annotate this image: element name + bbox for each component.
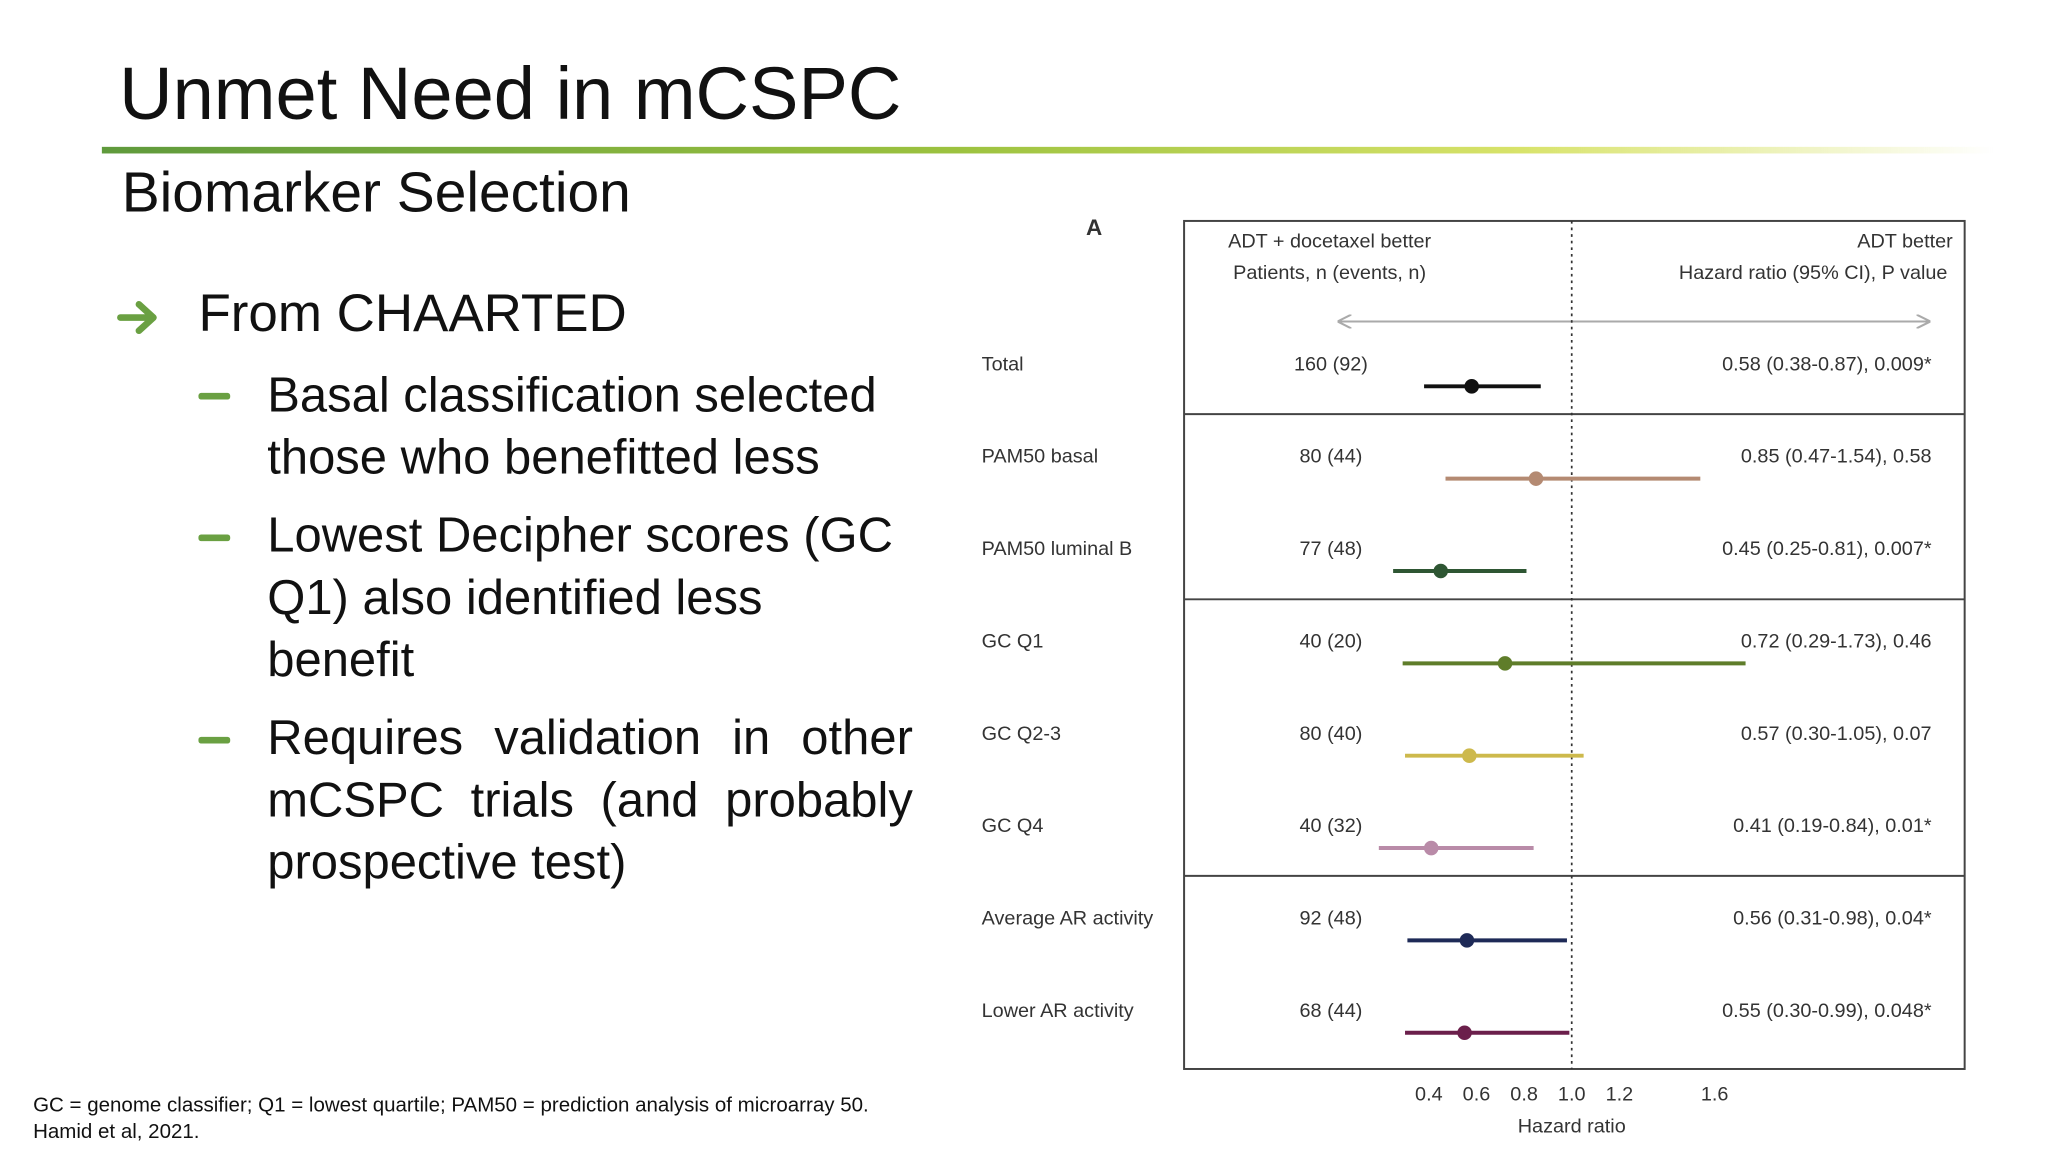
patient-count: 40 (32)	[1300, 815, 1363, 837]
dash-bullet	[198, 534, 231, 542]
arrow-bullet	[117, 300, 157, 335]
row-label: GC Q2-3	[982, 723, 1061, 745]
row-label: GC Q4	[982, 815, 1044, 837]
value-header: Hazard ratio (95% CI), P value	[1679, 262, 1948, 284]
plot-frame	[1183, 219, 1966, 1070]
slide-title: Unmet Need in mCSPC	[119, 51, 902, 135]
bullet-main: From CHAARTED	[198, 284, 627, 343]
count-header: Patients, n (events, n)	[1233, 262, 1426, 284]
value-label: 0.72 (0.29-1.73), 0.46	[1741, 630, 1932, 652]
bullet-item: Basal classification selected those who …	[267, 367, 877, 485]
hazard-ratio-point	[1457, 1025, 1472, 1041]
hazard-ratio-point	[1528, 471, 1544, 486]
patient-count: 77 (48)	[1300, 538, 1363, 560]
dash-bullet	[198, 736, 231, 744]
hazard-ratio-point	[1433, 563, 1449, 579]
footnote: Hamid et al, 2021.	[33, 1120, 200, 1144]
hazard-ratio-point	[1464, 379, 1479, 394]
value-label: 0.41 (0.19-0.84), 0.01*	[1733, 815, 1932, 837]
x-tick-label: 0.6	[1463, 1084, 1491, 1106]
patient-count: 40 (20)	[1300, 630, 1363, 652]
row-label: Average AR activity	[982, 907, 1154, 929]
patient-count: 160 (92)	[1294, 353, 1368, 375]
x-axis-title: Hazard ratio	[1518, 1115, 1626, 1137]
title-rule	[101, 146, 1994, 154]
row-label: Total	[982, 353, 1024, 375]
panel-label: A	[1086, 215, 1102, 240]
hazard-ratio-point	[1423, 840, 1439, 856]
right-header: ADT better	[1857, 230, 1953, 252]
left-header: ADT + docetaxel better	[1228, 230, 1431, 252]
value-label: 0.85 (0.47-1.54), 0.58	[1741, 446, 1932, 468]
bullet-item: Requires validation in other mCSPC trial…	[267, 710, 913, 890]
x-tick-label: 1.0	[1558, 1084, 1586, 1106]
x-tick-label: 0.4	[1415, 1084, 1443, 1106]
patient-count: 80 (44)	[1300, 446, 1363, 468]
x-tick-label: 1.6	[1701, 1084, 1729, 1106]
value-label: 0.56 (0.31-0.98), 0.04*	[1733, 907, 1932, 929]
value-label: 0.57 (0.30-1.05), 0.07	[1741, 723, 1932, 745]
hazard-ratio-point	[1462, 748, 1477, 763]
patient-count: 92 (48)	[1300, 907, 1363, 929]
dash-bullet	[198, 392, 231, 400]
x-tick-label: 0.8	[1510, 1084, 1538, 1106]
x-tick-label: 1.2	[1606, 1084, 1634, 1106]
hazard-ratio-point	[1459, 933, 1475, 948]
row-label: PAM50 luminal B	[982, 538, 1133, 560]
footnote: GC = genome classifier; Q1 = lowest quar…	[33, 1094, 869, 1117]
slide-subtitle: Biomarker Selection	[121, 161, 631, 225]
hazard-ratio-point	[1497, 656, 1513, 671]
value-label: 0.55 (0.30-0.99), 0.048*	[1722, 1000, 1932, 1022]
patient-count: 80 (40)	[1300, 723, 1363, 745]
bullet-item: Lowest Decipher scores (GC Q1) also iden…	[267, 508, 893, 687]
row-label: PAM50 basal	[982, 446, 1098, 468]
value-label: 0.58 (0.38-0.87), 0.009*	[1722, 353, 1932, 375]
patient-count: 68 (44)	[1300, 1000, 1363, 1022]
row-label: GC Q1	[982, 630, 1044, 652]
row-label: Lower AR activity	[982, 1000, 1134, 1022]
value-label: 0.45 (0.25-0.81), 0.007*	[1722, 538, 1932, 560]
